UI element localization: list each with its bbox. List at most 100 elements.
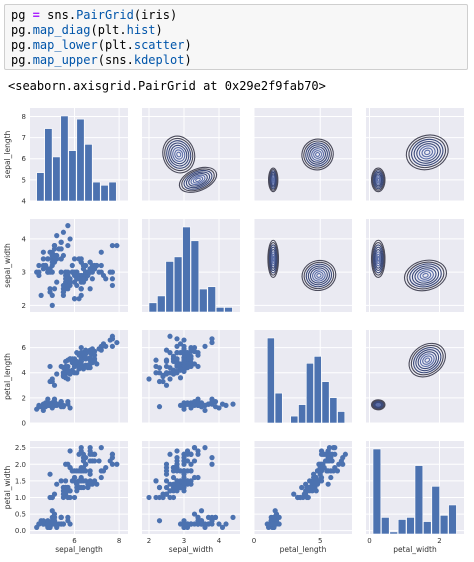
scatter-point [87, 259, 93, 265]
scatter-point [63, 276, 69, 282]
code-token: hist [126, 23, 156, 37]
scatter-point [163, 382, 170, 388]
scatter-point [313, 488, 319, 494]
scatter-point [156, 484, 163, 491]
scatter-point [76, 256, 82, 262]
hist-bar [76, 118, 85, 201]
scatter-point [174, 360, 180, 366]
kde-contour [267, 239, 280, 279]
hist-bar [108, 181, 117, 201]
scatter-point [80, 351, 87, 357]
scatter-point [49, 508, 55, 514]
panel-marks [370, 239, 448, 292]
kde-contour [268, 168, 278, 191]
scatter-point [76, 366, 82, 372]
scatter-point [96, 458, 102, 464]
kde-contour [376, 177, 380, 182]
scatter-point [56, 246, 62, 252]
scatter-point [146, 376, 152, 382]
code-cell[interactable]: pg = sns.PairGrid(iris) pg.map_diag(plt.… [4, 4, 468, 70]
kde-contour [267, 167, 279, 193]
kde-contour [422, 355, 433, 365]
scatter-point [60, 373, 67, 380]
kde-contour [168, 142, 190, 167]
code-token: pg [11, 23, 26, 37]
y-axis-label: sepal_length [3, 130, 12, 178]
scatter-point [40, 256, 46, 262]
panel-marks [36, 115, 117, 201]
scatter-point [191, 402, 198, 409]
kde-contour [268, 244, 278, 274]
panel-petal_length-sepal_length [30, 330, 128, 423]
scatter-point [191, 521, 198, 527]
hist-bar [406, 517, 415, 534]
scatter-point [78, 286, 84, 292]
scatter-point [310, 471, 317, 477]
scatter-point [174, 455, 180, 461]
panel-marks [146, 333, 236, 414]
panel-sepal_width-petal_width [366, 219, 464, 312]
scatter-point [67, 279, 73, 285]
kde-contour [424, 149, 431, 156]
code-token: PairGrid [76, 8, 134, 22]
kde-contour [370, 239, 386, 279]
ytick-label: 4 [22, 198, 27, 206]
scatter-point [36, 269, 42, 275]
code-token: . [126, 53, 134, 67]
kde-contour [373, 401, 383, 409]
scatter-point [325, 481, 331, 487]
code-token: sns [47, 8, 69, 22]
code-token: ) [155, 23, 163, 37]
scatter-point [71, 296, 78, 302]
scatter-point [103, 276, 109, 282]
hist-bar [306, 362, 314, 423]
x-axis-label: sepal_width [169, 545, 214, 554]
kde-contour [413, 140, 441, 164]
kde-contour [421, 147, 434, 158]
scatter-point [191, 348, 198, 354]
scatter-point [58, 239, 64, 245]
kde-contour [376, 403, 380, 406]
scatter-point [219, 524, 226, 530]
scatter-point [109, 282, 116, 289]
scatter-point [109, 451, 116, 457]
kde-contour [269, 170, 278, 190]
scatter-point [65, 518, 71, 524]
kde-contour [183, 169, 213, 190]
scatter-point [269, 521, 276, 527]
scatter-point [191, 445, 198, 451]
kde-contour [374, 249, 383, 269]
scatter-point [49, 378, 55, 385]
scatter-point [320, 461, 326, 467]
scatter-point [181, 488, 187, 494]
ytick-label: 6 [22, 155, 27, 163]
scatter-point [276, 521, 282, 527]
cell-output: <seaborn.axisgrid.PairGrid at 0x29e2f9fa… [8, 79, 326, 93]
scatter-point [49, 402, 55, 409]
hist-bar [182, 226, 191, 312]
code-token: . [25, 38, 33, 52]
kde-contour [373, 171, 383, 188]
panel-marks [266, 337, 346, 423]
scatter-point [98, 468, 104, 474]
scatter-point [56, 521, 62, 527]
scatter-point [191, 511, 198, 517]
scatter-point [87, 468, 93, 474]
scatter-point [65, 368, 71, 375]
panel-marks [146, 445, 236, 530]
hist-bar [337, 411, 346, 423]
code-token: map_upper [32, 53, 98, 67]
ytick-label: 2 [22, 302, 26, 310]
panel-marks [34, 333, 120, 414]
scatter-point [160, 373, 166, 380]
scatter-point [332, 464, 338, 471]
xtick-label: 4 [217, 537, 222, 545]
scatter-point [65, 484, 71, 491]
kde-contour [305, 263, 333, 288]
hist-bar [372, 448, 382, 534]
ytick-label: 7 [22, 134, 26, 142]
hist-bar [60, 115, 69, 201]
kde-contour [313, 150, 323, 159]
scatter-point [60, 404, 67, 410]
scatter-point [209, 514, 215, 520]
